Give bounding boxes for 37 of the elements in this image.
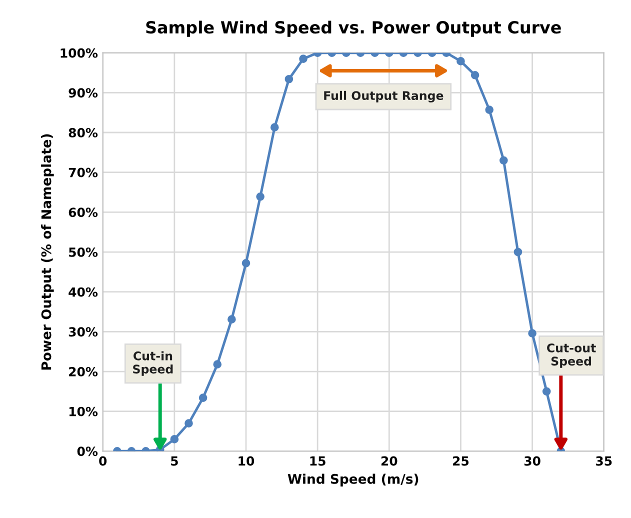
y-tick-label: 30% [68,327,98,337]
point [242,258,250,268]
y-axis-title: Power Output (% of Nameplate) [41,134,54,370]
point [184,419,193,428]
x-tick-label: 5 [171,456,178,466]
point [170,435,179,444]
y-tick-label: 90% [68,88,98,98]
annotation: Full Output Range [324,90,444,102]
y-tick-label: 80% [68,128,98,138]
point [228,315,236,324]
y-tick-label: 20% [69,366,98,376]
point [270,123,279,132]
point [542,387,551,396]
point [256,192,264,201]
annotation: Cut-out Speed [547,343,596,368]
y-tick-label: 100% [60,48,98,58]
x-tick-label: 10 [238,456,254,466]
point [213,360,222,369]
chart-title: Sample Wind Speed vs. Power Output Curve [146,20,561,37]
point [198,394,208,402]
x-tick-label: 15 [310,456,326,466]
y-tick-label: 50% [69,247,98,257]
y-tick-label: 60% [68,208,98,218]
point [514,248,522,256]
x-tick-label: 0 [99,456,107,466]
x-tick-label: 25 [453,456,469,466]
y-tick-label: 70% [68,168,98,178]
point [499,156,508,165]
x-tick-label: 30 [524,456,540,466]
y-tick-label: 40% [68,287,98,297]
y-tick-label: 10% [69,406,98,416]
x-tick-label: 35 [596,456,612,466]
x-tick-label: 20 [381,456,398,466]
x-axis-title: Wind Speed (m/s) [288,474,418,486]
y-tick-label: 0% [77,446,98,456]
annotation: Cut-in Speed [133,351,173,376]
point [528,329,536,338]
